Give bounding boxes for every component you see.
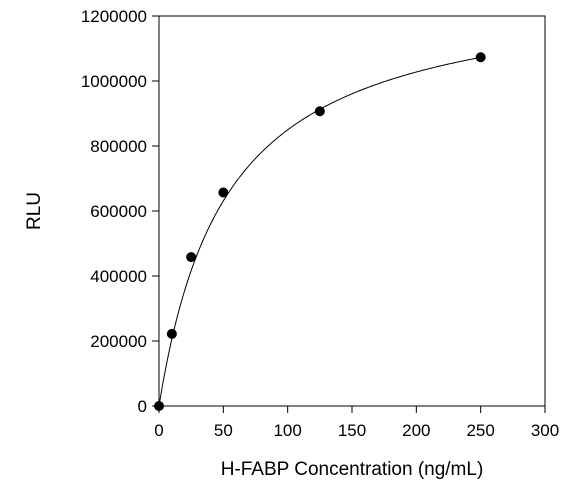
y-tick-label: 400000 bbox=[90, 267, 147, 286]
x-tick-label: 150 bbox=[338, 421, 366, 440]
data-point bbox=[314, 106, 325, 117]
x-tick-label: 0 bbox=[154, 421, 163, 440]
x-axis-ticks: 0 50 100 150 200 250 300 bbox=[154, 406, 559, 440]
y-tick-label: 1200000 bbox=[81, 7, 147, 26]
data-points bbox=[154, 52, 486, 411]
x-tick-label: 200 bbox=[402, 421, 430, 440]
data-point bbox=[166, 328, 177, 339]
x-tick-label: 250 bbox=[466, 421, 494, 440]
x-tick-label: 100 bbox=[273, 421, 301, 440]
y-tick-label: 800000 bbox=[90, 137, 147, 156]
x-axis-title: H-FABP Concentration (ng/mL) bbox=[221, 459, 484, 480]
data-point bbox=[186, 252, 197, 263]
y-tick-label: 200000 bbox=[90, 332, 147, 351]
x-tick-label: 300 bbox=[531, 421, 559, 440]
data-point bbox=[218, 187, 229, 198]
y-axis-ticks: 0 200000 400000 600000 800000 1000000 1200000 bbox=[81, 7, 159, 416]
y-tick-label: 600000 bbox=[90, 202, 147, 221]
data-point bbox=[154, 401, 164, 411]
y-tick-label: 0 bbox=[138, 397, 147, 416]
y-axis-title: RLU bbox=[24, 192, 45, 230]
x-tick-label: 50 bbox=[214, 421, 233, 440]
y-tick-label: 1000000 bbox=[81, 72, 147, 91]
data-point bbox=[475, 52, 486, 63]
